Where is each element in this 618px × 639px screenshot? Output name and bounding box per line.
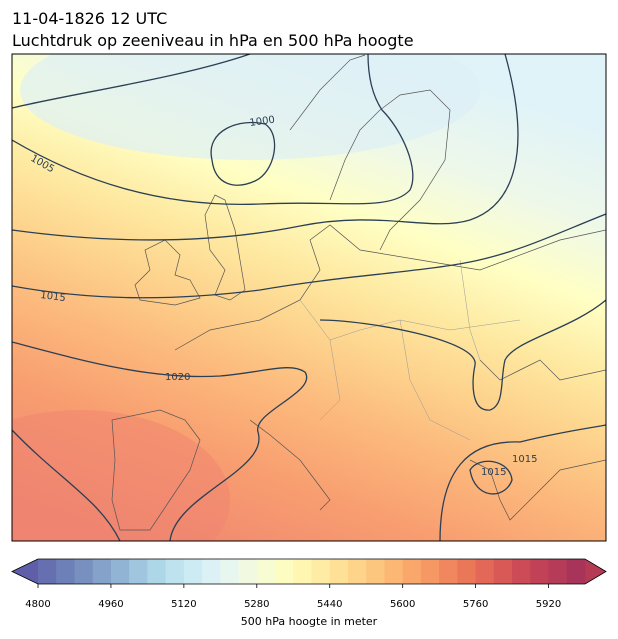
high-height-zone (12, 410, 230, 541)
colorbar-segment (275, 559, 294, 584)
isobar-label: 1015 (481, 467, 506, 478)
colorbar-tick-label: 5440 (317, 599, 342, 610)
colorbar-segment (439, 559, 458, 584)
colorbar-segment (347, 559, 367, 584)
colorbar-tick-label: 4800 (25, 599, 50, 610)
colorbar-segment (530, 559, 550, 584)
map-title: Luchtdruk op zeeniveau in hPa en 500 hPa… (12, 31, 414, 50)
colorbar-label: 500 hPa hoogte in meter (241, 615, 378, 628)
isobar-label: 1015 (512, 454, 537, 465)
isobar-label: 1015 (40, 290, 67, 304)
colorbar-segment (293, 559, 312, 584)
map-date: 11-04-1826 12 UTC (12, 9, 167, 28)
borders (299, 259, 521, 441)
colorbar: 4800 4960 5120 5280 5440 5600 5760 5920 (11, 558, 607, 610)
colorbar-segment (402, 559, 422, 584)
colorbar-segment (548, 559, 568, 584)
colorbar-segment (183, 559, 203, 584)
colorbar-segment (384, 559, 404, 584)
colorbar-segment (165, 559, 185, 584)
low-height-zone (20, 54, 480, 160)
colorbar-segment (129, 559, 148, 584)
colorbar-segment (420, 559, 440, 584)
colorbar-segment (493, 559, 513, 584)
colorbar-segment (329, 559, 349, 584)
isobar-label: 1000 (249, 115, 276, 129)
colorbar-outline (11, 558, 607, 585)
colorbar-tick-label: 4960 (98, 599, 123, 610)
colorbar-segment (110, 559, 130, 584)
colorbar-tick-label: 5760 (463, 599, 488, 610)
colorbar-segment (238, 559, 258, 584)
colorbar-segment (457, 559, 477, 584)
colorbar-under (12, 559, 38, 584)
colorbar-segment (220, 559, 240, 584)
isobars (12, 54, 606, 541)
coastlines (111, 54, 606, 531)
colorbar-segment (56, 559, 75, 584)
colorbar-segment (512, 559, 531, 584)
colorbar-tick-label: 5280 (244, 599, 269, 610)
colorbar-tick-label: 5920 (536, 599, 561, 610)
colorbar-segment (311, 559, 331, 584)
map-frame (11, 53, 607, 542)
colorbar-tick-label: 5120 (171, 599, 196, 610)
colorbar-segment (202, 559, 221, 584)
colorbar-over (585, 559, 606, 584)
map: 1000 1005 1015 1020 1015 1015 (12, 54, 606, 541)
colorbar-segment (256, 559, 276, 584)
isobar-label: 1020 (165, 372, 190, 383)
colorbar-segment (92, 559, 112, 584)
colorbar-segment (147, 559, 167, 584)
colorbar-segment (566, 559, 586, 584)
colorbar-segment (74, 559, 94, 584)
colorbar-segment (366, 559, 385, 584)
colorbar-segment (38, 559, 57, 584)
colorbar-segment (475, 559, 495, 584)
colorbar-tick-label: 5600 (390, 599, 415, 610)
